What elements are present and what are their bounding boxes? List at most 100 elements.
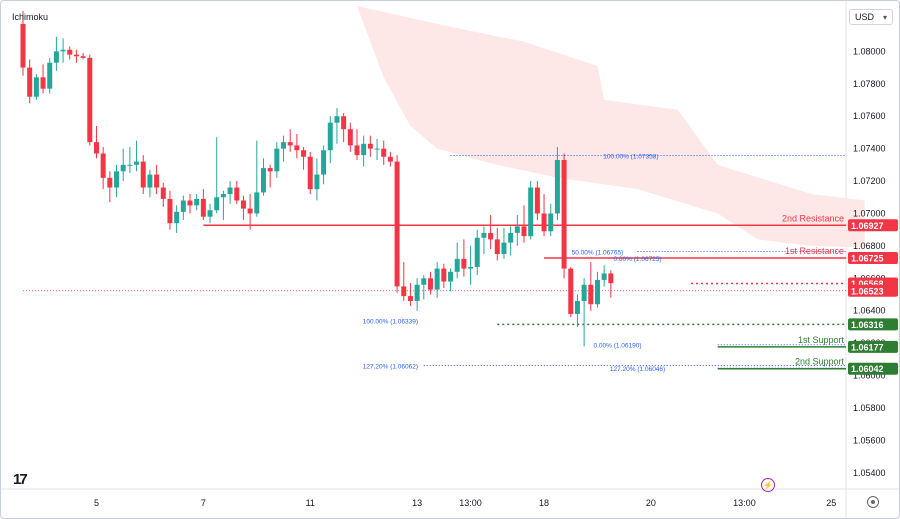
fib-label: 100.00% (1.07358) (603, 153, 658, 160)
candle-body (434, 268, 440, 290)
price-tick-label: 1.06400 (853, 306, 886, 316)
candle-body (40, 77, 46, 89)
level-value: 1.06177 (851, 342, 884, 352)
currency-select[interactable]: USD ▾ (849, 9, 893, 25)
currency-value: USD (855, 12, 875, 22)
fib-label: 127.20% (1.06046) (610, 366, 665, 373)
candle-body (20, 23, 26, 68)
gear-icon[interactable] (867, 496, 879, 508)
time-tick-label: 11 (306, 498, 315, 508)
candle-body (127, 164, 133, 166)
candle-body (594, 279, 600, 305)
candle-body (100, 153, 106, 178)
candle-body (114, 171, 120, 188)
candle-body (441, 268, 447, 282)
candle-body (33, 77, 39, 97)
candle-body (427, 278, 433, 290)
time-tick-label: 20 (646, 498, 656, 508)
candle-body (80, 56, 86, 58)
candle-body (414, 284, 420, 301)
candle-body (260, 168, 266, 193)
price-tick-label: 1.07800 (853, 79, 886, 89)
candle-body (73, 54, 79, 57)
candle-body (93, 142, 99, 154)
candle-body (548, 213, 554, 232)
candle-body (53, 51, 59, 63)
candle-body (87, 57, 93, 143)
price-tick-label: 1.06800 (853, 241, 886, 251)
candle-body (574, 300, 580, 314)
level-badge (848, 318, 898, 331)
candle-body (47, 62, 53, 89)
level-value: 1.06316 (851, 320, 884, 330)
candle-body (207, 210, 213, 217)
candle-body (347, 129, 353, 146)
candle-body (561, 159, 567, 269)
candle-body (608, 273, 614, 284)
candle-body (481, 232, 487, 238)
candle-body (521, 226, 527, 237)
candle-body (180, 200, 186, 212)
candle-body (588, 284, 594, 305)
level-label: 2nd Support (795, 357, 845, 367)
candle-body (601, 273, 607, 280)
candle-body (374, 148, 380, 150)
candle-body (494, 239, 500, 254)
lightning-icon[interactable]: ⚡ (761, 478, 775, 492)
candle-body (508, 232, 514, 243)
indicator-label[interactable]: Ichimoku (12, 12, 49, 22)
candle-body (367, 143, 373, 149)
candle-body (254, 192, 260, 214)
candle-body (468, 266, 474, 269)
candle-body (174, 211, 180, 224)
candle-body (60, 49, 66, 52)
candle-body (361, 143, 367, 156)
time-tick-label: 13:00 (459, 498, 482, 508)
level-label: 1st Support (798, 335, 845, 345)
candle-body (307, 156, 313, 190)
candle-body (187, 200, 193, 206)
candle-body (541, 213, 547, 232)
candle-body (281, 142, 287, 149)
level-badge (848, 362, 898, 375)
candle-body (154, 174, 160, 188)
price-tick-label: 1.07400 (853, 144, 886, 154)
candle-body (134, 161, 140, 165)
candle-body (301, 150, 307, 157)
candle-body (147, 174, 153, 188)
time-tick-label: 13:00 (733, 498, 756, 508)
candle-body (514, 226, 520, 233)
candle-body (501, 242, 507, 254)
candle-body (327, 122, 333, 151)
level-value: 1.06523 (851, 286, 884, 296)
level-label: 1st Resistance (785, 246, 844, 256)
candle-body (27, 67, 33, 97)
candle-body (120, 164, 126, 172)
candle-body (354, 145, 360, 156)
fib-label: 0.00% (1.06190) (593, 343, 641, 350)
candle-body (194, 198, 200, 206)
candle-body (321, 150, 327, 175)
time-tick-label: 18 (539, 498, 549, 508)
candle-body (461, 258, 467, 269)
level-value: 1.06725 (851, 254, 884, 264)
level-value: 1.06568 (851, 279, 884, 289)
candle-body (160, 187, 166, 199)
candle-body (267, 168, 273, 172)
candle-body (394, 161, 400, 287)
fib-label: 0.00% (1.06725) (614, 256, 662, 263)
chevron-down-icon: ▾ (882, 12, 887, 22)
price-tick-label: 1.05600 (853, 435, 886, 445)
candle-body (534, 187, 540, 214)
price-tick-label: 1.08000 (853, 46, 886, 56)
fib-label: 127.20% (1.06062) (363, 363, 418, 370)
candle-body (107, 177, 113, 188)
candle-body (448, 271, 454, 282)
price-tick-label: 1.05400 (853, 468, 886, 478)
candle-body (67, 49, 73, 55)
ichimoku-cloud (129, 6, 865, 248)
level-label: 2nd Resistance (782, 213, 844, 223)
price-tick-label: 1.06000 (853, 371, 886, 381)
